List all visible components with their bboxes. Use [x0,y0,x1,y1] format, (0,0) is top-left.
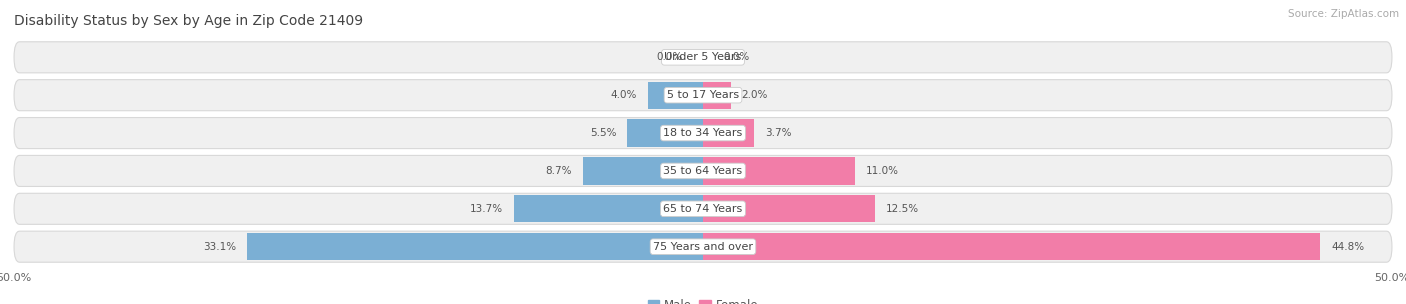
Text: 5 to 17 Years: 5 to 17 Years [666,90,740,100]
Text: 4.0%: 4.0% [610,90,637,100]
Text: 3.7%: 3.7% [765,128,792,138]
FancyBboxPatch shape [14,193,1392,224]
Bar [703,233,1320,260]
Bar [627,119,703,147]
Legend: Male, Female: Male, Female [648,299,758,304]
Text: 18 to 34 Years: 18 to 34 Years [664,128,742,138]
FancyBboxPatch shape [14,118,1392,149]
Text: 75 Years and over: 75 Years and over [652,242,754,252]
Text: 44.8%: 44.8% [1331,242,1364,252]
Text: 2.0%: 2.0% [741,90,768,100]
Bar [703,119,754,147]
Text: Source: ZipAtlas.com: Source: ZipAtlas.com [1288,9,1399,19]
Bar [583,157,703,185]
Text: 11.0%: 11.0% [866,166,898,176]
Text: 13.7%: 13.7% [470,204,503,214]
Text: 35 to 64 Years: 35 to 64 Years [664,166,742,176]
Bar [703,81,731,109]
Text: 12.5%: 12.5% [886,204,920,214]
Text: 65 to 74 Years: 65 to 74 Years [664,204,742,214]
Text: 5.5%: 5.5% [589,128,616,138]
Text: Disability Status by Sex by Age in Zip Code 21409: Disability Status by Sex by Age in Zip C… [14,14,363,28]
FancyBboxPatch shape [14,42,1392,73]
Text: 33.1%: 33.1% [202,242,236,252]
Text: 8.7%: 8.7% [546,166,572,176]
Bar [703,195,875,223]
Bar [247,233,703,260]
Bar [703,157,855,185]
Bar [515,195,703,223]
Bar [648,81,703,109]
Text: 0.0%: 0.0% [657,52,682,62]
FancyBboxPatch shape [14,231,1392,262]
FancyBboxPatch shape [14,155,1392,186]
Text: 0.0%: 0.0% [724,52,749,62]
Text: Under 5 Years: Under 5 Years [665,52,741,62]
FancyBboxPatch shape [14,80,1392,111]
